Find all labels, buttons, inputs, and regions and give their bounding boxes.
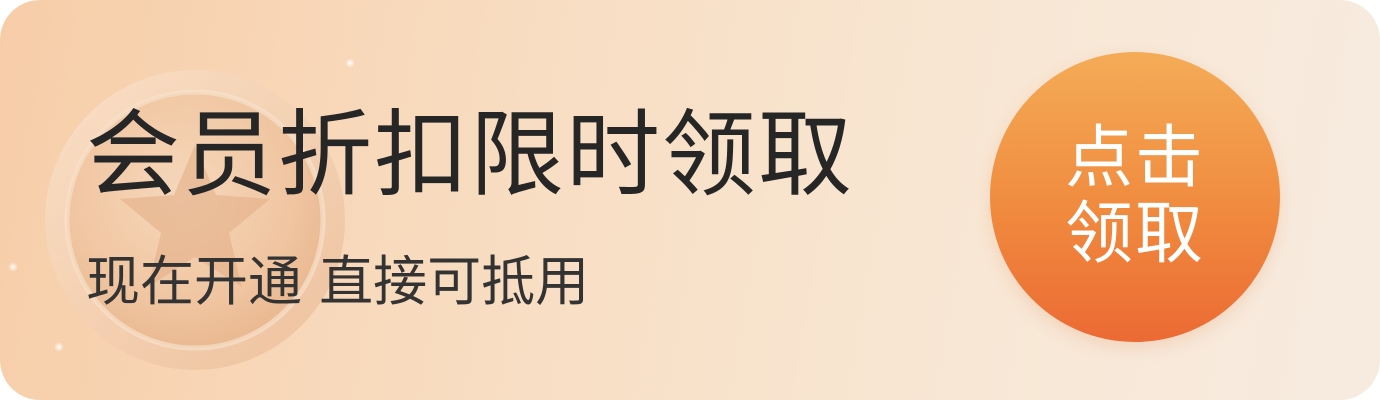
claim-button[interactable]: 点击 领取 — [990, 52, 1280, 342]
sparkle-icon — [345, 58, 355, 68]
sparkle-icon — [54, 342, 64, 352]
star-coin-icon — [40, 65, 350, 375]
claim-button-label-line2: 领取 — [1064, 195, 1205, 274]
claim-button-label-line1: 点击 — [1064, 118, 1205, 198]
banner-title: 会员折扣限时领取 — [86, 101, 855, 210]
banner-subtitle: 现在开通 直接可抵用 — [86, 250, 590, 313]
sparkle-icon — [8, 262, 18, 272]
